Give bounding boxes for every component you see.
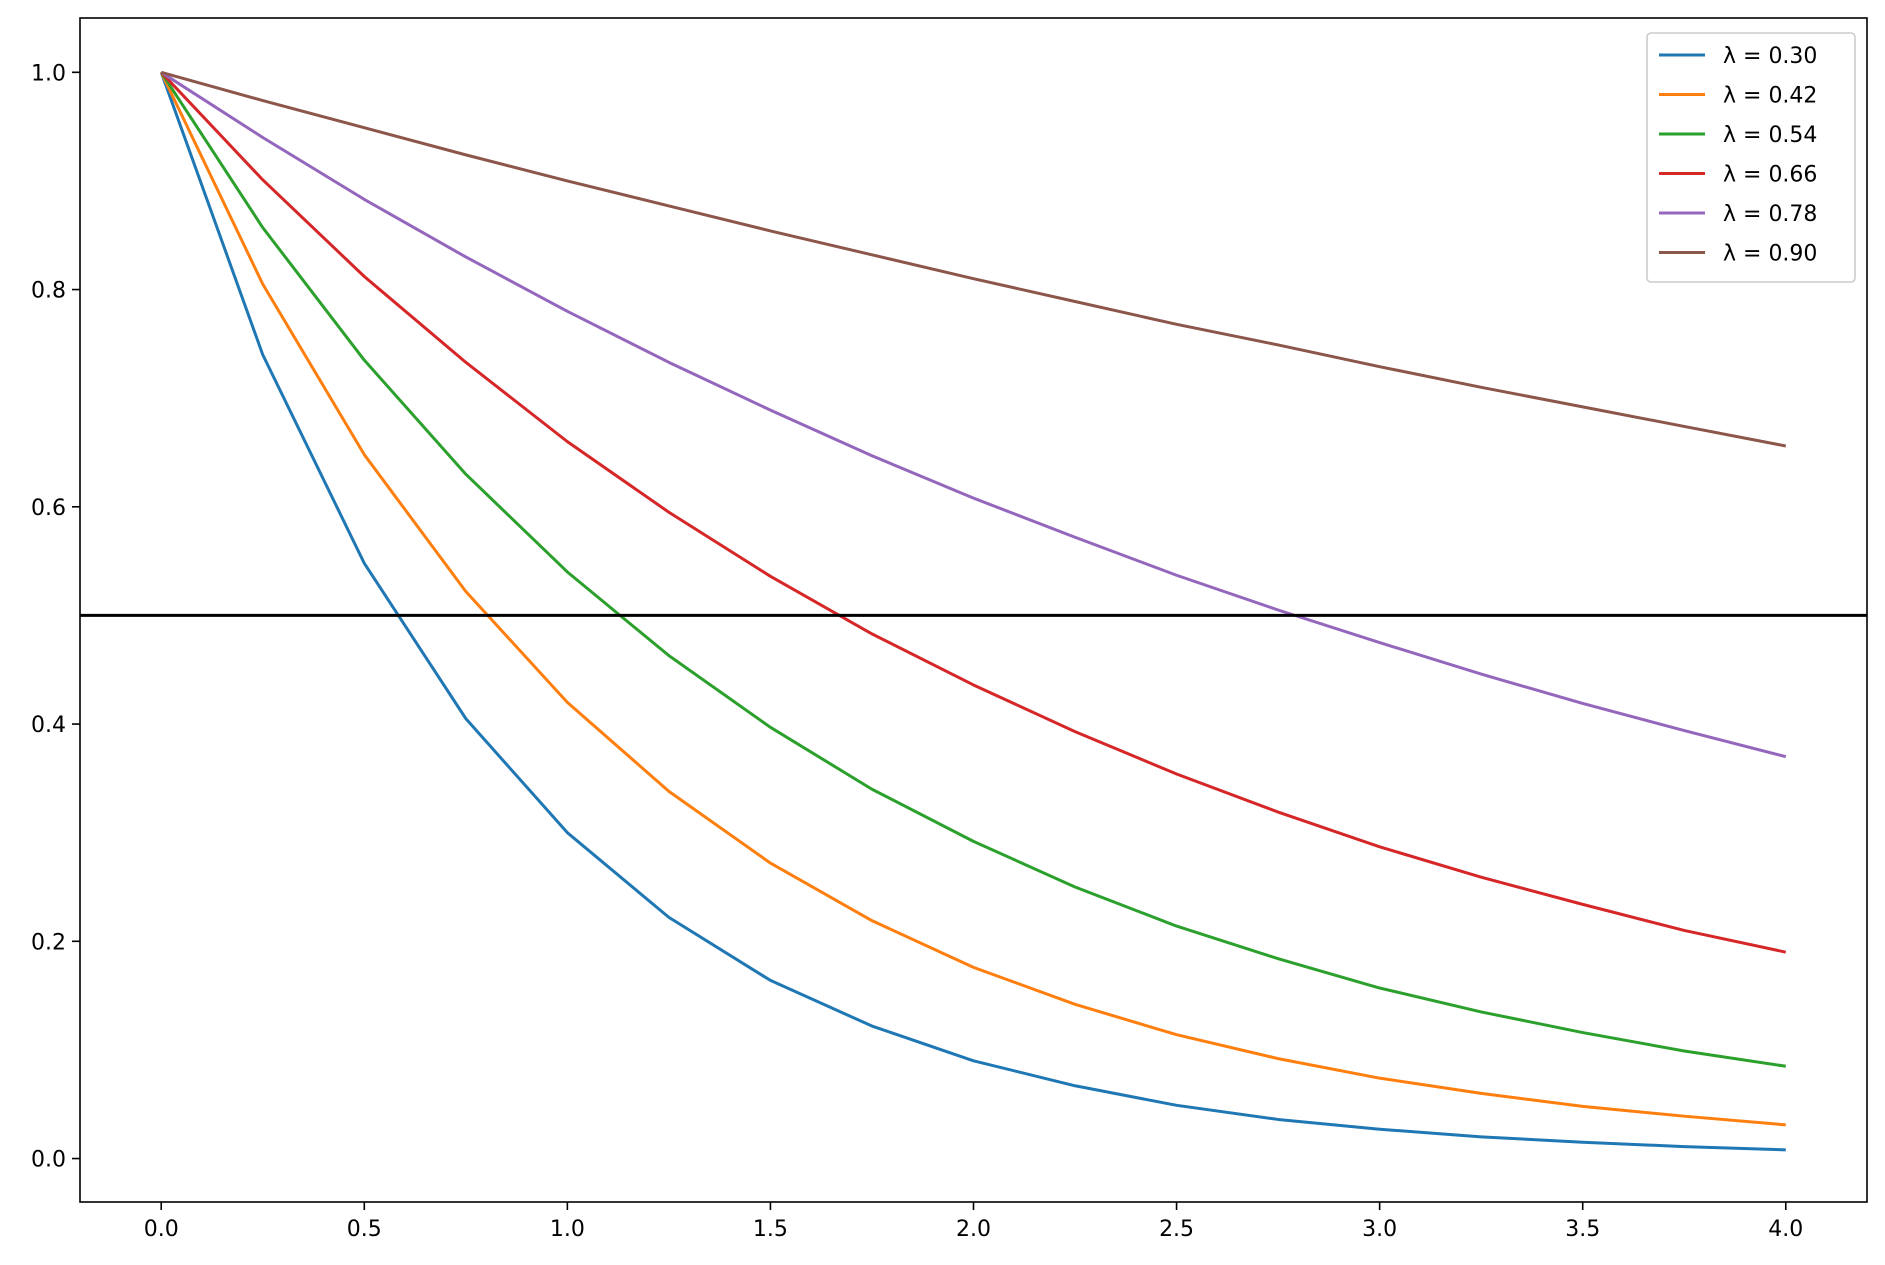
plot-area [79, 17, 1868, 1203]
y-tick-label-5: 1.0 [31, 61, 66, 86]
series-layer [159, 70, 1787, 1152]
x-axis: 0.0 0.5 1.0 1.5 2.0 2.5 3.0 3.5 4.0 [144, 1202, 1803, 1242]
y-axis: 0.0 0.2 0.4 0.6 0.8 1.0 [31, 61, 80, 1173]
y-tick-label-2: 0.4 [31, 713, 66, 738]
series-line-2 [159, 71, 1786, 1068]
y-tick-label-1: 0.2 [31, 930, 66, 955]
x-tick-label-1: 0.5 [347, 1217, 382, 1242]
y-tick-label-4: 0.8 [31, 279, 66, 304]
series-line-3 [160, 71, 1787, 954]
x-tick-label-8: 4.0 [1768, 1217, 1803, 1242]
legend-label-4: λ = 0.78 [1723, 202, 1817, 227]
legend-label-3: λ = 0.66 [1723, 163, 1817, 188]
legend-label-0: λ = 0.30 [1723, 44, 1817, 69]
x-tick-label-2: 1.0 [550, 1217, 585, 1242]
y-tick-label-0: 0.0 [31, 1148, 66, 1173]
series-line-5 [160, 70, 1787, 448]
legend: λ = 0.30 λ = 0.42 λ = 0.54 λ = 0.66 λ = 0.78… [1646, 32, 1856, 283]
legend-label-1: λ = 0.42 [1723, 84, 1817, 109]
legend-label-2: λ = 0.54 [1723, 123, 1817, 148]
series-line-0 [159, 71, 1786, 1152]
series-line-4 [160, 71, 1787, 759]
x-tick-label-6: 3.0 [1362, 1217, 1397, 1242]
x-tick-label-4: 2.0 [956, 1217, 991, 1242]
x-tick-label-0: 0.0 [144, 1217, 179, 1242]
legend-label-5: λ = 0.90 [1723, 242, 1817, 267]
x-tick-label-5: 2.5 [1159, 1217, 1194, 1242]
legend-entries: λ = 0.30 λ = 0.42 λ = 0.54 λ = 0.66 λ = 0.78… [1659, 44, 1817, 267]
x-tick-label-3: 1.5 [753, 1217, 788, 1242]
series-line-1 [159, 71, 1786, 1127]
y-tick-label-3: 0.6 [31, 496, 66, 521]
x-tick-label-7: 3.5 [1565, 1217, 1600, 1242]
